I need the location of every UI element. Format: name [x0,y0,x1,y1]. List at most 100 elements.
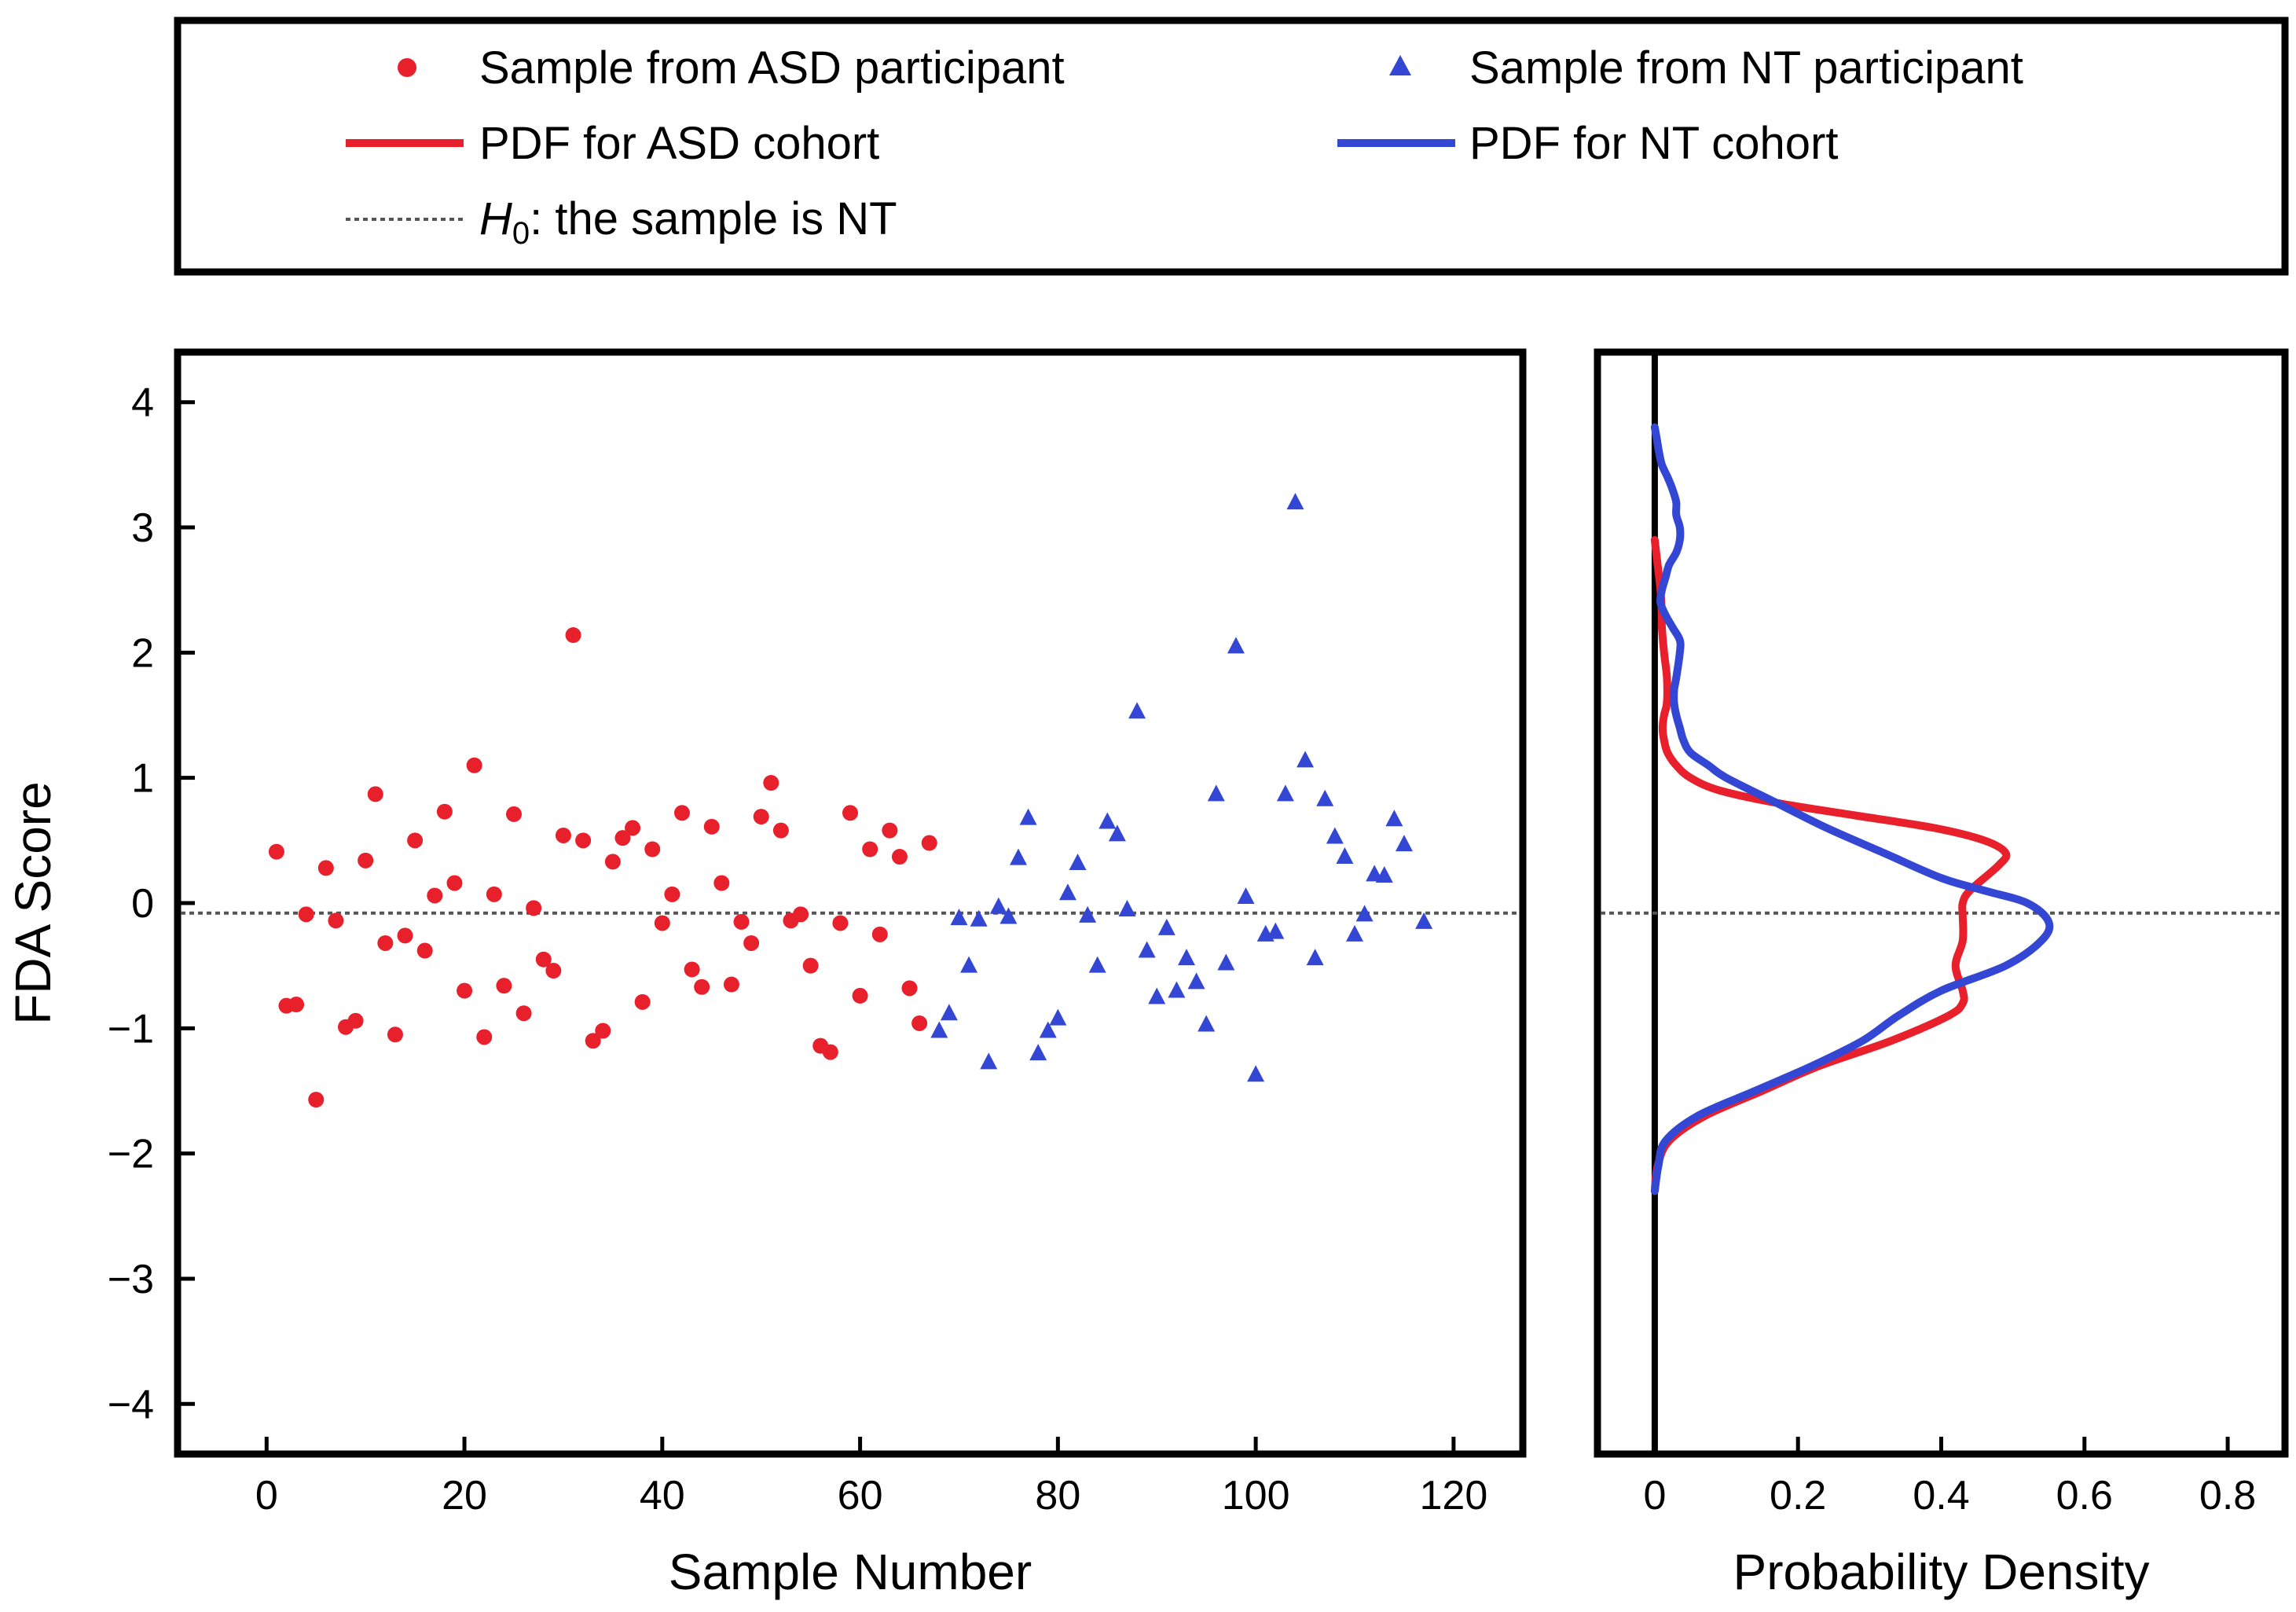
nt-sample-point [980,1052,998,1070]
asd-sample-point [288,997,305,1013]
scatter-y-tick-label: −1 [108,1006,154,1052]
nt-sample-point [1029,1044,1047,1061]
asd-sample-point [713,875,730,891]
nt-sample-point [1217,953,1235,971]
density-frame [1594,348,2289,1458]
nt-sample-point [1346,924,1363,942]
asd-sample-point [684,961,700,978]
nt-sample-point [1148,987,1166,1004]
asd-sample-point [526,900,542,916]
scatter-x-tick-label: 20 [442,1473,487,1518]
density-x-ticks: 0 0.2 0.4 0.6 0.8 [1643,1437,2256,1518]
asd-sample-point [575,832,592,849]
nt-sample-point [970,909,988,927]
scatter-x-tick-label: 120 [1419,1473,1487,1518]
asd-sample-point [515,1005,532,1022]
nt-sample-point [1267,922,1285,939]
asd-sample-point [674,805,690,821]
scatter-frame [174,348,1527,1458]
legend-asd-sample-label: Sample from ASD participant [479,42,1065,94]
scatter-y-axis-label: FDA Score [5,781,61,1024]
nt-sample-point [1207,784,1225,802]
scatter-y-tick-label: −3 [108,1257,154,1302]
nt-sample-point [1286,493,1304,510]
asd-sample-point [862,841,878,857]
nt-sample-point [1237,887,1255,905]
asd-sample-point [832,915,849,931]
asd-sample-point [891,849,908,865]
asd-sample-point [852,987,868,1004]
nt-sample-point [1306,949,1324,966]
asd-sample-point [882,822,898,839]
legend-h0-symbol: H [479,193,512,244]
asd-sample-point [871,926,888,942]
density-x-tick-label: 0.2 [1770,1473,1826,1518]
nt-sample-point [1010,848,1027,865]
scatter-y-tick-label: 4 [131,380,154,426]
asd-sample-point [614,830,631,846]
nt-sample-point [1276,784,1294,802]
nt-sample-point [1157,918,1176,935]
scatter-y-tick-label: 1 [131,756,154,802]
asd-sample-point [634,993,651,1010]
asd-sample-point [317,860,334,876]
scatter-x-axis-label: Sample Number [669,1544,1032,1600]
asd-sample-point [694,979,710,995]
asd-sample-point [772,822,789,839]
nt-sample-point [1098,812,1117,829]
scatter-y-ticks: 4 3 2 1 0 −1 −2 −3 −4 [108,380,195,1427]
nt-sample-point [1297,751,1315,768]
asd-sample-point [763,775,779,791]
scatter-x-tick-label: 40 [640,1473,685,1518]
scatter-y-tick-label: 2 [131,630,154,676]
asd-sample-point [407,832,424,849]
legend-h0-text: : the sample is NT [530,193,897,244]
asd-sample-point [545,963,562,979]
asd-sample-point [703,818,720,835]
asd-sample-point [664,886,680,902]
legend: Sample from ASD participant Sample from … [174,17,2289,276]
asd-sample-point [506,806,522,822]
asd-sample-point [585,1033,601,1049]
nt-sample-point [930,1021,948,1038]
nt-sample-point [1088,956,1106,973]
asd-sample-point [268,843,284,860]
nt-sample-point [1168,981,1186,998]
scatter-panel: 0 20 40 60 80 100 120 4 3 2 1 0 −1 −2 −3 −4 Sample Num… [5,348,1527,1600]
legend-asd-sample-marker [398,58,416,77]
asd-sample-point [397,927,413,944]
asd-sample-point [802,957,819,974]
nt-sample-point [1355,905,1374,922]
nt-sample-point [960,956,978,973]
legend-frame [174,17,2289,276]
nt-sample-point [999,907,1018,924]
asd-sample-point [723,976,739,993]
nt-sample-point [1336,847,1354,865]
scatter-x-tick-label: 0 [255,1473,278,1518]
nt-sample-point [940,1004,958,1021]
scatter-y-tick-label: 0 [131,881,154,927]
asd-sample-point [496,978,512,994]
asd-sample-point [654,915,670,931]
asd-sample-point [822,1044,838,1060]
asd-sample-point [555,827,571,843]
scatter-x-tick-label: 100 [1222,1473,1290,1518]
asd-sample-point [604,854,621,870]
nt-sample-point [1375,865,1393,883]
asd-sample-point [743,935,760,951]
asd-sample-point [328,912,344,929]
nt-sample-point [1395,835,1413,852]
legend-h0-label: H0: the sample is NT [479,193,897,251]
asd-sample-point [367,786,383,802]
pdf-nt-cohort-curve [1650,423,2054,1195]
nt-sample-point [1079,905,1097,923]
nt-sample-point [1128,702,1146,719]
nt-sample-point [1118,899,1136,916]
asd-sample-point [457,982,473,999]
density-x-axis-label: Probability Density [1733,1544,2150,1600]
asd-sample-point [466,757,482,773]
scatter-points [268,493,1433,1108]
asd-sample-point [595,1023,611,1039]
asd-sample-point [377,935,394,951]
